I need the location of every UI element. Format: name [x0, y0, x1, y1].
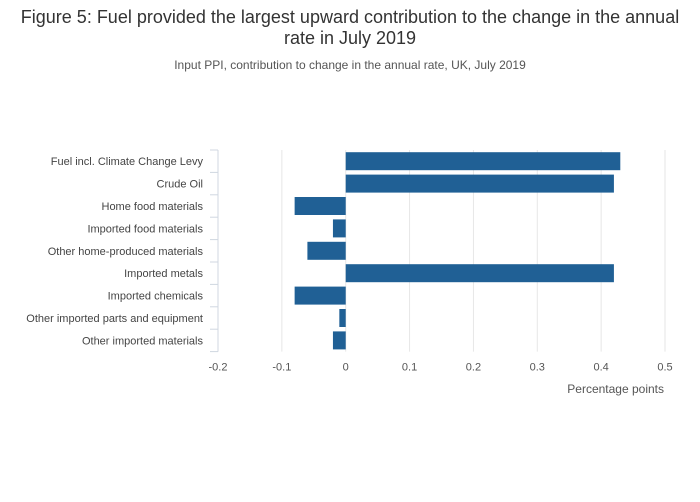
- y-axis: [210, 149, 219, 353]
- category-label: Crude Oil: [157, 179, 203, 191]
- bar: [332, 331, 346, 350]
- x-tick-label: -0.2: [209, 362, 228, 374]
- x-tick-label: 0.4: [593, 362, 608, 374]
- x-tick-label: 0.5: [657, 362, 672, 374]
- category-label: Other imported parts and equipment: [26, 313, 203, 325]
- bar: [294, 197, 346, 215]
- chart-title: Figure 5: Fuel provided the largest upwa…: [20, 7, 680, 48]
- bar: [307, 241, 346, 260]
- x-tick-label: 0.1: [402, 362, 417, 374]
- category-labels: Fuel incl. Climate Change Levy Crude Oil H…: [26, 156, 203, 347]
- category-label: Fuel incl. Climate Change Levy: [51, 156, 204, 168]
- x-axis-label: Percentage points: [567, 382, 664, 396]
- bar: [345, 152, 621, 171]
- category-label: Other home-produced materials: [48, 246, 204, 258]
- category-label: Imported food materials: [87, 223, 203, 235]
- chart-subtitle: Input PPI, contribution to change in the…: [174, 58, 526, 72]
- x-tick-label: 0.2: [466, 362, 481, 374]
- bar: [339, 309, 346, 327]
- bar: [294, 286, 346, 305]
- x-ticks: -0.2 -0.1 0 0.1 0.2 0.3 0.4 0.5: [209, 362, 673, 374]
- bars: [294, 152, 621, 350]
- bar: [332, 219, 346, 238]
- x-tick-label: 0.3: [530, 362, 545, 374]
- x-tick-label: 0: [343, 362, 349, 374]
- x-tick-label: -0.1: [272, 362, 291, 374]
- bar: [345, 264, 614, 283]
- category-label: Home food materials: [102, 201, 204, 213]
- bar: [345, 174, 614, 193]
- category-label: Other imported materials: [82, 335, 204, 347]
- category-label: Imported metals: [124, 268, 203, 280]
- category-label: Imported chemicals: [108, 291, 204, 303]
